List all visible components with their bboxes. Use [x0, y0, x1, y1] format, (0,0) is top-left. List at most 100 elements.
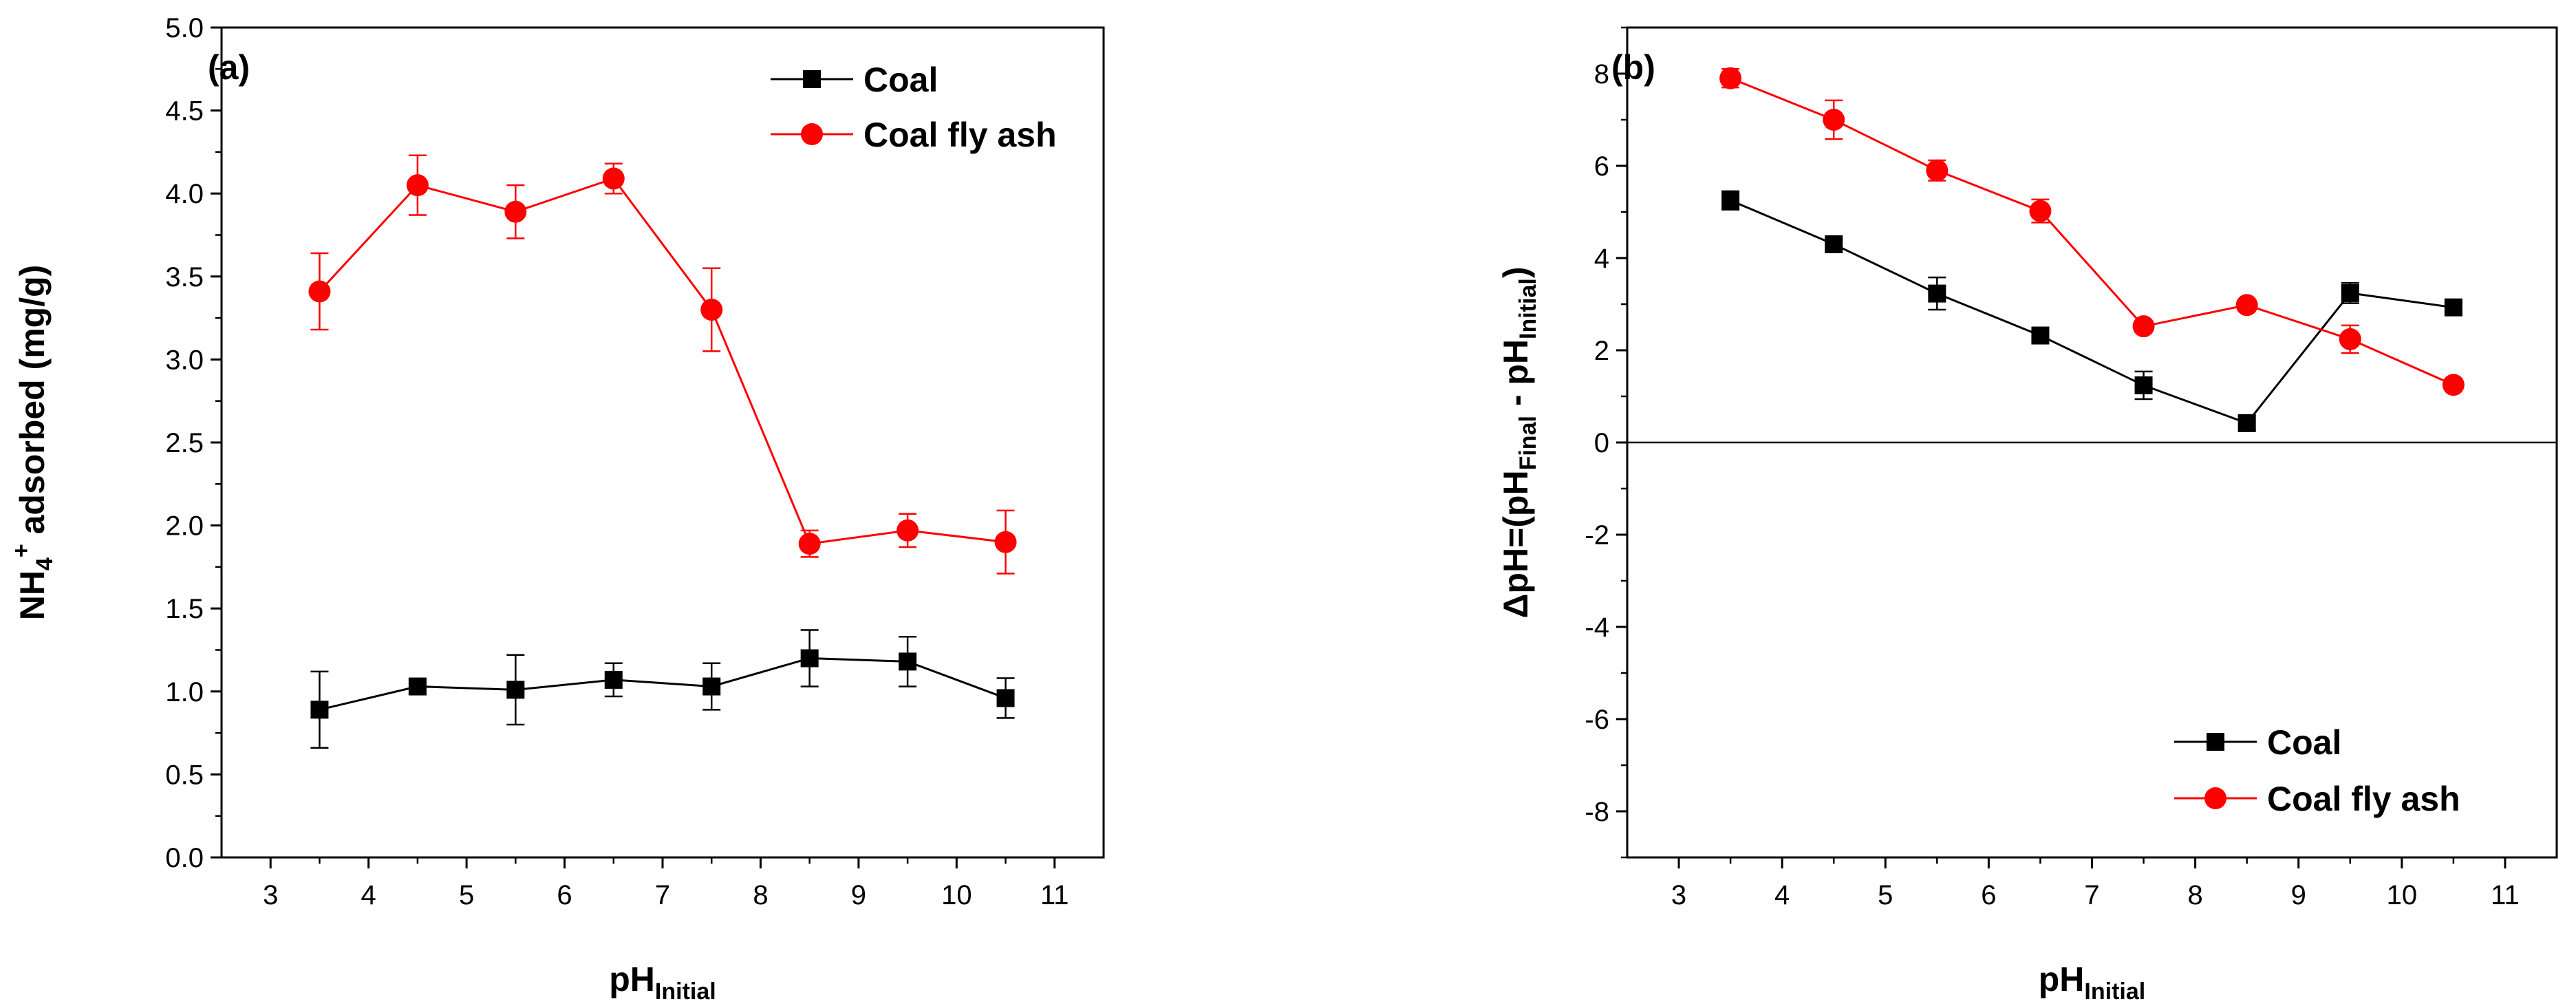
series-coal-fly-ash	[1719, 67, 2465, 396]
y-axis-label: ΔpH=(pHFinal - pHInitial)	[1496, 267, 1541, 619]
y-tick-label: 1.0	[165, 677, 204, 707]
data-point	[700, 299, 723, 321]
data-point	[800, 649, 819, 667]
panel-label: (a)	[208, 48, 250, 87]
y-tick-label: 4	[1594, 244, 1609, 274]
legend-item: Coal fly ash	[771, 116, 1057, 154]
y-tick-label: -2	[1585, 520, 1609, 551]
data-point	[310, 701, 329, 719]
data-point	[406, 174, 429, 197]
x-tick-label: 11	[2491, 880, 2520, 910]
panel-b: 3 4 5 6 7 8 9 10 11 -8 -6 -4 -2 0 2 4 6 8 Coal Coal fly ash…	[1496, 26, 2558, 1004]
x-tick-label: 6	[557, 880, 572, 910]
x-tick-label: 8	[753, 880, 768, 910]
data-point	[2134, 376, 2153, 394]
legend-label: Coal fly ash	[863, 116, 1057, 154]
data-point	[2235, 294, 2258, 317]
y-tick-label: 2.0	[165, 511, 204, 542]
data-point	[604, 670, 623, 689]
y-tick-label: 4.5	[165, 96, 204, 127]
legend-marker	[803, 70, 821, 88]
x-tick-label: 5	[1878, 880, 1893, 910]
data-point	[2029, 200, 2052, 222]
x-tick-label: 3	[1671, 880, 1686, 910]
data-point	[506, 681, 525, 699]
y-tick-label: 0.0	[165, 843, 204, 873]
data-point	[2444, 298, 2462, 317]
x-tick-label: 3	[263, 880, 278, 910]
data-point	[1926, 159, 1949, 182]
series-line	[1730, 77, 2454, 386]
data-point	[1928, 284, 1946, 303]
data-point	[996, 689, 1015, 707]
data-point	[1825, 235, 1843, 253]
data-point	[2132, 315, 2155, 338]
x-axis-label: pHInitial	[609, 960, 716, 1004]
y-tick-label: 6	[1594, 151, 1609, 182]
series-coal	[1721, 190, 2462, 432]
series-coal	[310, 629, 1015, 749]
data-point	[308, 280, 331, 303]
x-tick-label: 8	[2187, 880, 2202, 910]
data-point	[408, 677, 427, 696]
x-tick-label: 7	[655, 880, 670, 910]
legend: Coal Coal fly ash	[771, 61, 1057, 154]
x-tick-label: 5	[459, 880, 474, 910]
y-tick-label: -4	[1585, 612, 1609, 643]
legend: Coal Coal fly ash	[2174, 723, 2460, 818]
panel-label: (b)	[1611, 48, 1655, 87]
x-tick-label: 9	[2291, 880, 2306, 910]
data-point	[2442, 374, 2465, 396]
x-tick-label: 9	[851, 880, 866, 910]
series-line	[319, 177, 1006, 545]
data-point	[1823, 109, 1845, 131]
legend-label: Coal fly ash	[2267, 780, 2460, 818]
legend-label: Coal	[2267, 723, 2341, 762]
series-line	[319, 657, 1007, 711]
series-coal-fly-ash	[308, 154, 1017, 575]
x-tick-label: 10	[941, 880, 972, 910]
data-point	[2031, 326, 2050, 345]
y-tick-label: 3.0	[165, 345, 204, 375]
data-point	[602, 167, 625, 190]
legend-item: Coal	[2174, 723, 2341, 762]
x-tick-label: 11	[1040, 880, 1069, 910]
y-tick-label: -8	[1585, 797, 1609, 827]
legend-item: Coal	[771, 61, 938, 99]
x-tick-label: 4	[361, 880, 376, 910]
data-point	[1721, 191, 1740, 210]
y-tick-label: 2	[1594, 336, 1609, 366]
data-point	[994, 531, 1017, 553]
legend-marker	[2204, 787, 2226, 809]
data-point	[897, 519, 919, 542]
data-point	[899, 652, 917, 671]
y-tick-label: 0.5	[165, 760, 204, 790]
y-axis-label: NH4+ adsorbed (mg/g)	[8, 265, 58, 621]
data-point	[798, 533, 821, 555]
data-point	[2339, 328, 2361, 350]
legend-marker	[2207, 733, 2224, 751]
panel-a: 3 4 5 6 7 8 9 10 11 0.0 0.5 1.0 1.5 2.0 2.5 3.0 3.5 4.0 4.…	[8, 13, 1105, 1004]
x-axis-label: pHInitial	[2039, 960, 2145, 1004]
y-tick-label: 8	[1594, 59, 1609, 89]
y-tick-label: 1.5	[165, 594, 204, 624]
legend-marker	[801, 123, 823, 145]
data-point	[504, 200, 527, 223]
legend-item: Coal fly ash	[2174, 780, 2460, 818]
data-point	[1719, 67, 1742, 89]
x-tick-label: 7	[2084, 880, 2099, 910]
data-point	[2341, 284, 2359, 302]
y-tick-label: -6	[1585, 705, 1609, 735]
data-point	[702, 677, 721, 696]
x-tick-label: 6	[1981, 880, 1996, 910]
y-tick-label: 2.5	[165, 428, 204, 458]
y-tick-label: 5.0	[165, 13, 204, 43]
y-tick-label: 4.0	[165, 179, 204, 209]
series-line	[1730, 199, 2454, 425]
x-tick-label: 10	[2387, 880, 2418, 910]
y-tick-label: 3.5	[165, 262, 204, 292]
x-tick-label: 4	[1774, 880, 1790, 910]
y-tick-label: 0	[1594, 428, 1609, 458]
data-point	[2237, 414, 2256, 432]
